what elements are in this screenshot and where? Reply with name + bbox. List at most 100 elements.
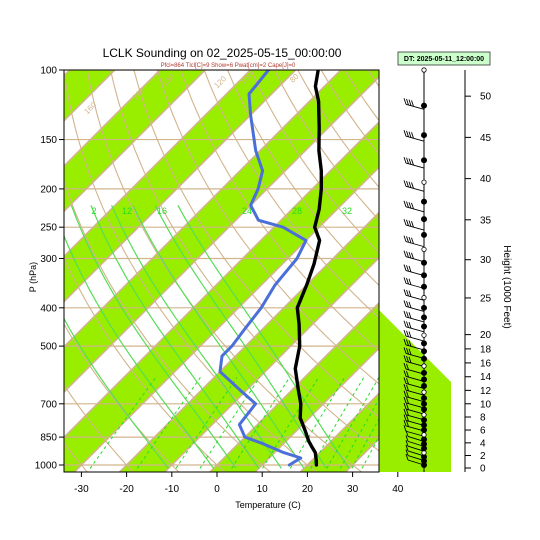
height-tick-label: 8 xyxy=(480,412,486,423)
moist-adiabat-line xyxy=(90,205,260,469)
mixing-ratio-labels: 2 12 16 24 28 32 xyxy=(91,206,352,216)
wind-dot xyxy=(420,395,427,402)
height-tick-label: 20 xyxy=(480,330,492,341)
wind-barb-flag xyxy=(411,132,414,139)
temp-band xyxy=(64,70,379,393)
wind-barb-flag xyxy=(403,329,407,337)
wind-dot xyxy=(421,179,427,185)
wind-dot xyxy=(420,283,427,290)
wind-barb-flag xyxy=(403,130,407,137)
wind-barb xyxy=(405,270,425,276)
wind-dot xyxy=(421,412,427,418)
dry-adiabats xyxy=(64,70,379,472)
wind-barb-flag xyxy=(408,312,412,319)
wind-dot xyxy=(420,198,427,205)
wind-barb-flag xyxy=(403,377,407,384)
wind-dot xyxy=(421,332,427,338)
mixing-ratio-line xyxy=(136,377,201,469)
wind-barb-flag xyxy=(406,384,409,392)
wind-barb-flag xyxy=(406,370,409,378)
moist-adiabat-line xyxy=(70,205,237,469)
wind-barb-flag xyxy=(403,235,407,242)
wind-dot xyxy=(420,323,427,330)
chart-subtitle: Pfcl=864 Tlcl[C]=9 Show=6 Pwat[cm]=2 Cap… xyxy=(161,63,296,69)
wind-barb xyxy=(405,360,425,367)
wind-dot xyxy=(420,348,427,355)
pressure-tick-label: 500 xyxy=(40,342,57,353)
wind-barb-flag xyxy=(406,98,409,106)
wind-barb xyxy=(405,282,425,289)
dry-adiabat-line xyxy=(64,70,317,472)
isotherm-line xyxy=(64,70,342,348)
isotherm-line xyxy=(64,70,252,258)
chart-title: LCLK Sounding on 02_2025-05-15_00:00:00 xyxy=(103,46,342,60)
isotherm-line xyxy=(64,70,297,303)
mixing-ratio-line xyxy=(175,377,238,469)
isotherm-line xyxy=(73,166,379,472)
wind-dot xyxy=(420,422,427,429)
temperature-tick-label: 30 xyxy=(347,484,359,495)
wind-barb-flag xyxy=(406,355,409,363)
height-tick-label: 30 xyxy=(480,255,492,266)
wind-barb-flag xyxy=(406,397,409,404)
temperature-axis: -30 -20 -10 0 10 20 30 40 xyxy=(74,472,404,495)
wind-barb-flag xyxy=(403,277,407,284)
wind-dot xyxy=(420,340,427,347)
wind-barb-flag xyxy=(403,414,407,421)
mixing-ratio-line xyxy=(310,377,365,469)
wind-barb-flag xyxy=(406,420,409,427)
wind-dot xyxy=(420,416,427,423)
wind-barb-flag xyxy=(406,321,409,328)
temperature-tick-label: -30 xyxy=(74,484,89,495)
wind-barb-flag xyxy=(403,320,407,327)
wind-barb-flag xyxy=(406,219,409,226)
wind-barb xyxy=(405,344,425,351)
height-tick-label: 12 xyxy=(480,386,492,397)
wind-dot xyxy=(420,400,427,407)
wind-barb-flag xyxy=(403,156,407,164)
wind-barb-flag xyxy=(406,236,409,243)
mixing-ratio-line xyxy=(361,435,379,469)
wind-barb-flag xyxy=(408,356,412,363)
dry-adiabat-line xyxy=(227,70,379,287)
dry-adiabat-line xyxy=(180,70,379,352)
wind-barb-flag xyxy=(411,252,414,259)
wind-barb-flag xyxy=(408,158,412,165)
wind-barb-flag xyxy=(406,180,409,188)
wind-barb-flag xyxy=(403,396,407,404)
wind-dot xyxy=(421,389,427,395)
dry-adiabat-label: 60 xyxy=(378,162,391,175)
wind-dot xyxy=(421,67,427,73)
wind-barb xyxy=(405,368,425,375)
wind-barb-flag xyxy=(406,301,409,308)
mixing-ratio-label: 32 xyxy=(342,206,352,216)
wind-barb-flag xyxy=(406,130,409,138)
wind-panel-white xyxy=(379,70,451,382)
datetime-badge: DT: 2025-05-11_12:00:00 xyxy=(397,51,491,66)
wind-dot xyxy=(420,132,427,139)
wind-barb-flag xyxy=(403,370,407,377)
wind-barb-flag xyxy=(408,236,412,244)
wind-barb-flag xyxy=(406,330,409,337)
pressure-tick-label: 300 xyxy=(40,254,57,265)
isotherm-line xyxy=(208,301,379,472)
wind-dot xyxy=(420,355,427,362)
wind-dot xyxy=(420,157,427,164)
wind-barb-flag xyxy=(406,201,409,208)
height-tick-label: 16 xyxy=(480,358,492,369)
wind-barb xyxy=(405,294,425,301)
wind-barb-flag xyxy=(405,453,409,461)
wind-barb xyxy=(405,389,425,396)
height-tick-label: 35 xyxy=(480,215,492,226)
wind-barb-flag xyxy=(406,265,409,272)
wind-barb-flag xyxy=(408,290,412,297)
wind-panel xyxy=(379,67,451,472)
wind-barb-flag xyxy=(403,425,407,432)
wind-barb-flag xyxy=(403,362,407,370)
dry-adiabat-line xyxy=(203,70,379,319)
mixing-ratio-line xyxy=(231,377,291,469)
wind-barb-flag xyxy=(403,347,407,354)
height-tick-label: 18 xyxy=(480,344,492,355)
wind-dot xyxy=(421,295,427,301)
